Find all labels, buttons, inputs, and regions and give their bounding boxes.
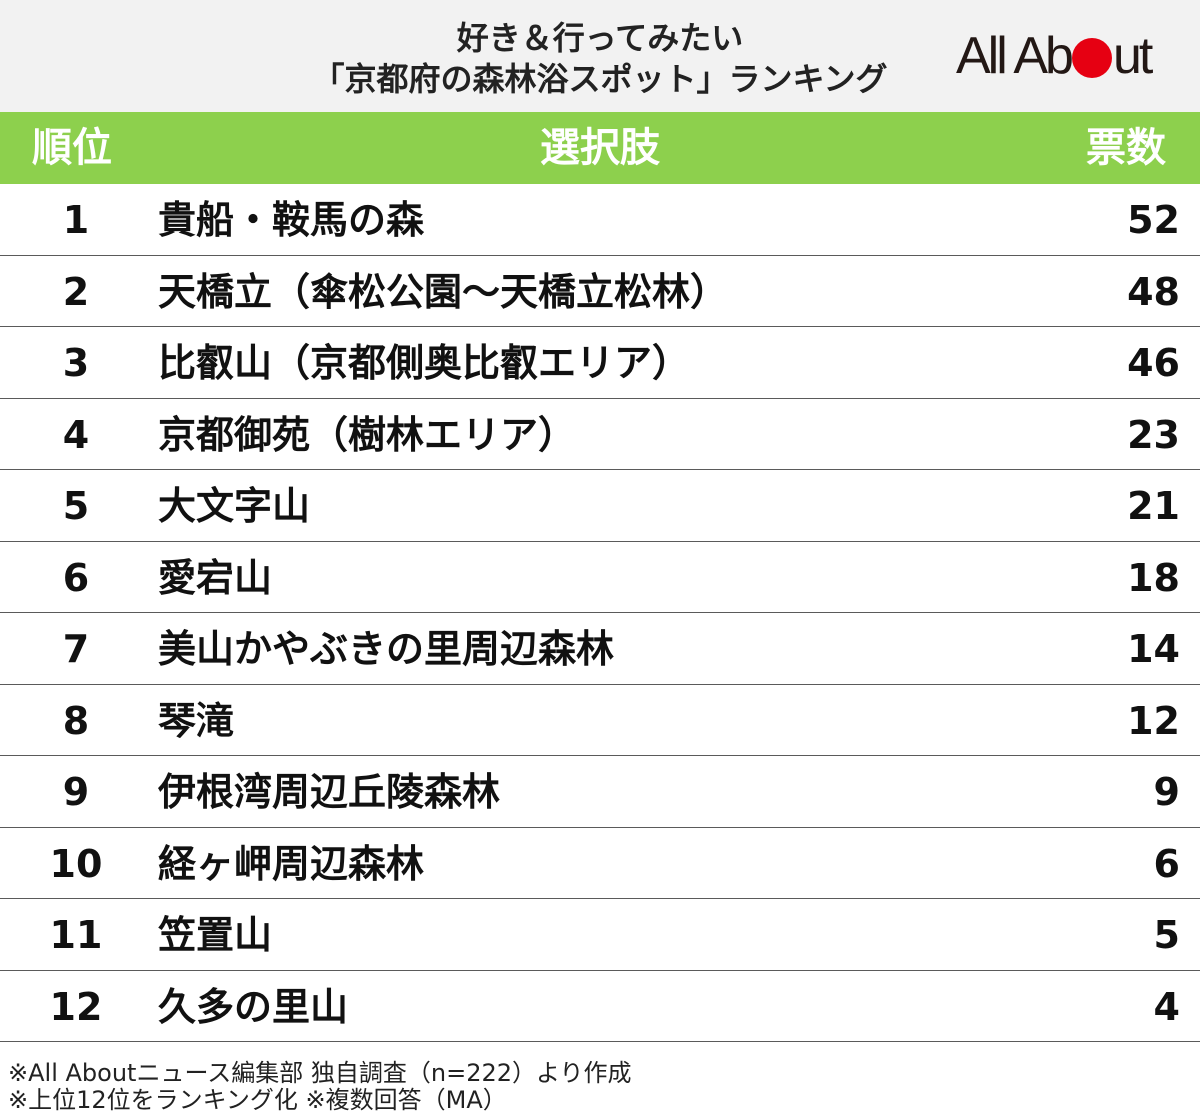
table-row: 10 経ヶ岬周辺森林 6 (0, 828, 1200, 899)
column-header-votes: 票数 (1086, 125, 1166, 171)
table-row: 6 愛宕山 18 (0, 542, 1200, 613)
table-row: 5 大文字山 21 (0, 470, 1200, 542)
choice-cell: 比叡山（京都側奥比叡エリア） (158, 341, 691, 385)
votes-cell: 46 (1127, 341, 1180, 385)
votes-cell: 9 (1153, 770, 1180, 814)
table-row: 12 久多の里山 4 (0, 971, 1200, 1042)
rank-cell: 4 (62, 412, 90, 457)
column-header-choice: 選択肢 (540, 125, 660, 171)
table-row: 8 琴滝 12 (0, 685, 1200, 756)
choice-cell: 美山かやぶきの里周辺森林 (158, 627, 615, 671)
choice-cell: 経ヶ岬周辺森林 (158, 841, 425, 886)
rank-cell: 12 (49, 984, 103, 1029)
votes-cell: 23 (1127, 412, 1180, 457)
rank-cell: 8 (62, 698, 90, 743)
footer-note-method: ※上位12位をランキング化 ※複数回答（MA） (8, 1086, 507, 1114)
rank-cell: 3 (62, 341, 90, 385)
page-title: 好き＆行ってみたい 「京都府の森林浴スポット」ランキング (150, 18, 1050, 100)
rank-cell: 10 (49, 841, 103, 886)
votes-cell: 12 (1127, 698, 1180, 743)
footer-note-source: ※All Aboutニュース編集部 独自調査（n=222）より作成 (8, 1059, 632, 1087)
rank-cell: 2 (62, 269, 90, 314)
choice-cell: 笠置山 (158, 913, 273, 957)
rank-cell: 9 (62, 770, 90, 814)
table-row: 11 笠置山 5 (0, 899, 1200, 971)
rank-cell: 1 (62, 198, 90, 242)
choice-cell: 大文字山 (158, 484, 311, 528)
choice-cell: 貴船・鞍馬の森 (158, 198, 425, 242)
header-band: 好き＆行ってみたい 「京都府の森林浴スポット」ランキング All Ab ut (0, 0, 1200, 112)
title-line-2: 「京都府の森林浴スポット」ランキング (312, 60, 888, 98)
column-header-rank: 順位 (32, 125, 112, 171)
choice-cell: 伊根湾周辺丘陵森林 (158, 770, 501, 814)
allabout-logo: All Ab ut (956, 30, 1171, 82)
votes-cell: 14 (1127, 627, 1180, 671)
votes-cell: 21 (1127, 484, 1180, 528)
votes-cell: 4 (1153, 984, 1180, 1029)
table-row: 3 比叡山（京都側奥比叡エリア） 46 (0, 327, 1200, 399)
table-row: 4 京都御苑（樹林エリア） 23 (0, 399, 1200, 470)
table-row: 7 美山かやぶきの里周辺森林 14 (0, 613, 1200, 685)
table-row: 1 貴船・鞍馬の森 52 (0, 184, 1200, 256)
table-row: 9 伊根湾周辺丘陵森林 9 (0, 756, 1200, 828)
votes-cell: 18 (1127, 555, 1180, 600)
choice-cell: 京都御苑（樹林エリア） (158, 412, 577, 457)
logo-text-before: All Ab (956, 27, 1074, 85)
votes-cell: 52 (1127, 198, 1180, 242)
votes-cell: 6 (1153, 841, 1180, 886)
choice-cell: 久多の里山 (158, 984, 349, 1029)
rank-cell: 7 (62, 627, 90, 671)
table-row: 2 天橋立（傘松公園〜天橋立松林） 48 (0, 256, 1200, 327)
ranking-table: 1 貴船・鞍馬の森 52 2 天橋立（傘松公園〜天橋立松林） 48 3 比叡山（京都側奥比叡エ… (0, 184, 1200, 1042)
title-line-1: 好き＆行ってみたい (456, 19, 744, 57)
logo-text-after: ut (1112, 27, 1153, 85)
footer-notes: ※All Aboutニュース編集部 独自調査（n=222）より作成 ※上位12位… (8, 1060, 632, 1114)
choice-cell: 琴滝 (158, 698, 235, 743)
rank-cell: 6 (62, 555, 90, 600)
table-header: 選択肢 順位 票数 (0, 112, 1200, 184)
votes-cell: 48 (1127, 269, 1180, 314)
choice-cell: 愛宕山 (158, 555, 273, 600)
votes-cell: 5 (1153, 913, 1180, 957)
logo-red-dot-icon (1071, 38, 1112, 78)
choice-cell: 天橋立（傘松公園〜天橋立松林） (158, 269, 729, 314)
rank-cell: 5 (62, 484, 90, 528)
rank-cell: 11 (49, 913, 103, 957)
